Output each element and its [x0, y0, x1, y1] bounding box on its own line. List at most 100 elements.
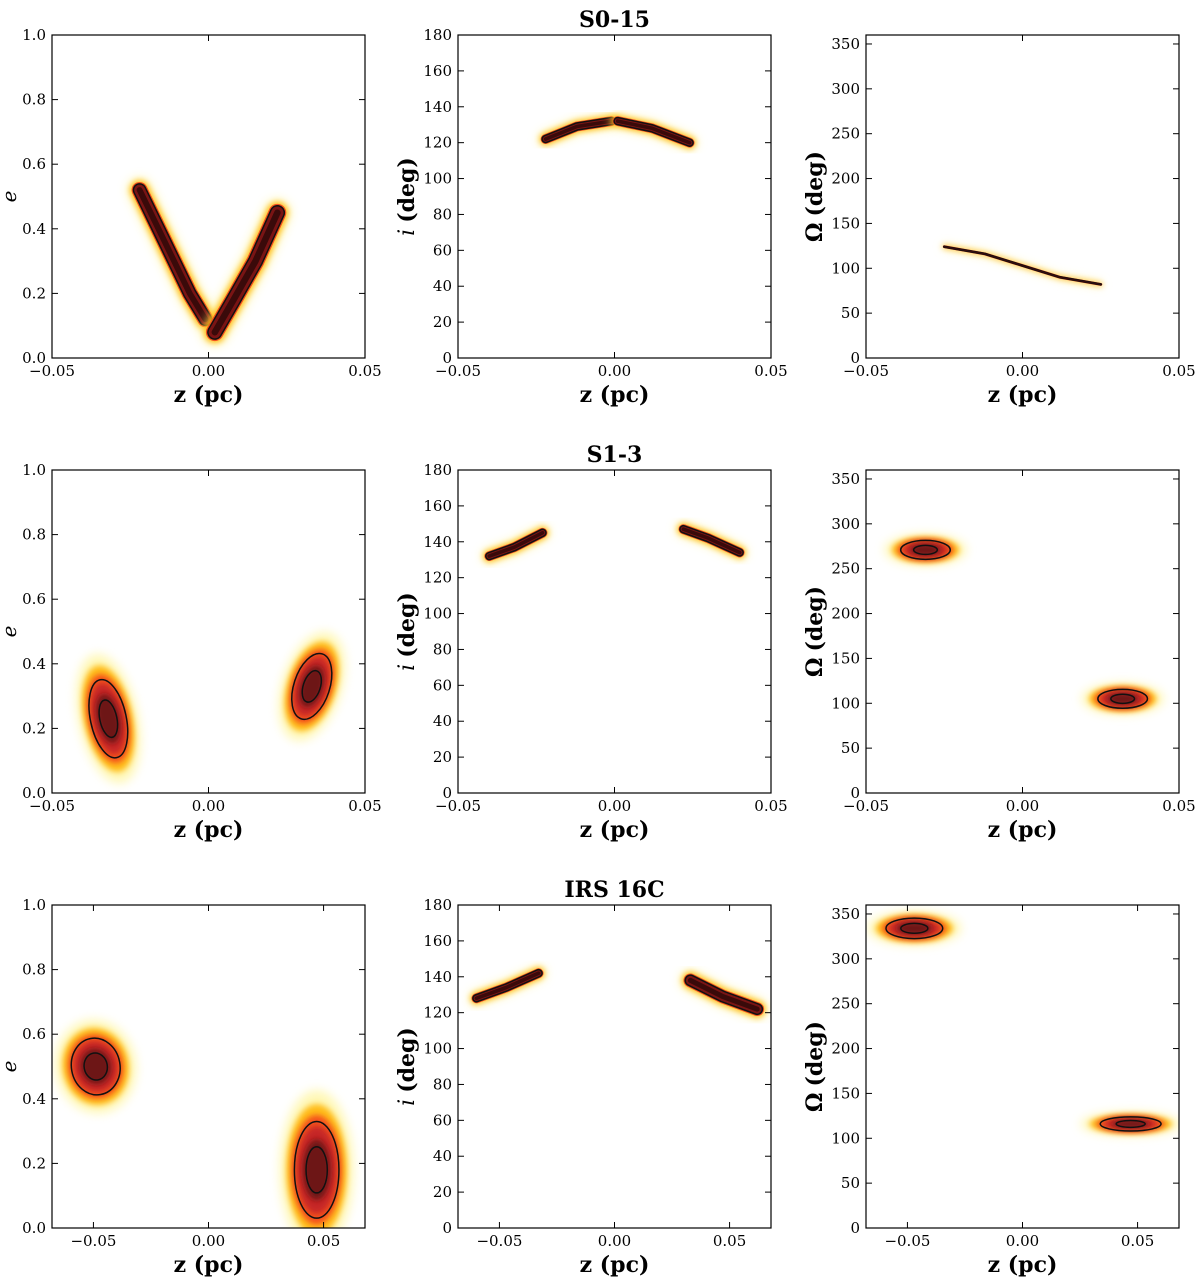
y-axis-label: Ω (deg) [802, 586, 828, 677]
density-blob [279, 1090, 354, 1228]
contour-inner [912, 544, 939, 556]
y-tick-label: 0.6 [22, 1025, 46, 1043]
contour-inner [83, 1052, 109, 1081]
y-tick-label: 140 [423, 968, 452, 986]
x-tick-label: −0.05 [435, 797, 481, 815]
contour-outer [684, 974, 764, 1016]
row-1: −0.050.000.050.00.20.40.60.81.0z (pc)e−0… [0, 442, 1196, 843]
density-layer [55, 1019, 354, 1228]
contour-inner [900, 922, 929, 934]
y-tick-label: 20 [433, 748, 452, 766]
y-tick-label: 200 [831, 1040, 860, 1058]
x-tick-label: 0.00 [1006, 1232, 1039, 1250]
y-tick-label: 100 [423, 170, 452, 188]
density-layer [76, 632, 345, 784]
contour-outer [293, 1120, 340, 1219]
y-tick-label: 100 [423, 605, 452, 623]
density-blob [537, 113, 620, 147]
x-axis-label: z (pc) [988, 817, 1058, 843]
y-axis-unit: (deg) [802, 151, 828, 217]
contour-outer [613, 116, 694, 147]
density-layer [127, 177, 292, 346]
x-tick-label: 0.00 [1006, 797, 1039, 815]
x-tick-label: 0.00 [1006, 362, 1039, 380]
x-axis-label: z (pc) [988, 382, 1058, 408]
contour-outer [207, 205, 286, 340]
x-axis-label: z (pc) [174, 382, 244, 408]
panel-r1-c1: −0.05 0.00 0.05 0 20 40 60 80 100 120 140 160 180 z (… [394, 461, 788, 843]
x-axis-label: z (pc) [174, 817, 244, 843]
y-tick-label: 150 [831, 649, 860, 667]
contour-outer [88, 678, 129, 759]
y-tick-label: 0.6 [22, 155, 46, 173]
contour-inner [1115, 1119, 1146, 1129]
density-layer [884, 534, 1164, 715]
axes-frame [865, 34, 1180, 359]
y-tick-label: 80 [433, 1075, 452, 1093]
y-axis-symbol: i [395, 229, 420, 236]
y-tick-label: 100 [831, 1129, 860, 1147]
y-tick-label: 1.0 [22, 896, 46, 914]
x-tick-label: 0.05 [754, 362, 787, 380]
y-tick-label: 100 [831, 259, 860, 277]
y-axis-label: i (deg) [394, 592, 420, 671]
y-tick-label: 100 [423, 1040, 452, 1058]
y-tick-label: 0 [850, 784, 860, 802]
panel-r2-c1: −0.05 0.00 0.05 0 20 40 60 80 100 120 140 160 180 z (… [394, 896, 772, 1278]
y-tick-label: 180 [423, 896, 452, 914]
y-axis-label: i (deg) [394, 157, 420, 236]
axes-frame [865, 904, 1180, 1229]
panel-r0-c2: −0.05 0.00 0.05 0 50 100 150 200 250 300 350 z (pc)… [802, 34, 1196, 408]
x-tick-label: 0.05 [348, 797, 381, 815]
x-axis-label: z (pc) [580, 1252, 650, 1278]
contour-outer [485, 528, 547, 561]
y-tick-label: 50 [841, 1174, 860, 1192]
y-tick-label: 140 [423, 533, 452, 551]
y-axis-label: e [0, 626, 21, 638]
contour-outer [1097, 688, 1149, 710]
panel-r2-c0: −0.05 0.00 0.05 0.0 0.2 0.4 0.6 0.8 1.0 z (pc) e [0, 896, 366, 1278]
y-tick-label: 0.6 [22, 590, 46, 608]
y-tick-label: 60 [433, 241, 452, 259]
y-tick-label: 0 [442, 784, 452, 802]
density-blob [1080, 1112, 1179, 1136]
x-tick-label: −0.05 [843, 362, 889, 380]
y-tick-label: 0 [442, 1219, 452, 1237]
y-tick-label: 0 [850, 349, 860, 367]
y-tick-label: 300 [831, 80, 860, 98]
panel-r0-c1: −0.05 0.00 0.05 0 20 40 60 80 100 120 140 160 180 z (… [394, 26, 788, 408]
y-tick-label: 160 [423, 497, 452, 515]
density-blob [201, 198, 292, 346]
y-tick-label: 40 [433, 712, 452, 730]
x-tick-label: −0.05 [435, 362, 481, 380]
contour-outer [291, 652, 333, 721]
y-tick-label: 160 [423, 932, 452, 950]
y-tick-label: 180 [423, 26, 452, 44]
y-axis-label: e [0, 1061, 21, 1073]
density-blob [884, 534, 967, 566]
y-tick-label: 0 [850, 1219, 860, 1237]
y-tick-label: 50 [841, 739, 860, 757]
row-2: −0.050.000.050.00.20.40.60.81.0z (pc)e−0… [0, 877, 1180, 1278]
y-axis-unit: (deg) [394, 157, 420, 223]
y-tick-label: 0.8 [22, 961, 46, 979]
x-tick-label: 0.05 [307, 1232, 340, 1250]
x-tick-label: −0.05 [29, 797, 75, 815]
contour-outer [885, 917, 944, 940]
x-tick-label: 0.05 [713, 1232, 746, 1250]
y-tick-label: 50 [841, 304, 860, 322]
contour-outer [679, 524, 744, 557]
density-layer [867, 911, 1179, 1136]
y-axis-unit: (deg) [394, 592, 420, 658]
contour-outer [132, 183, 213, 327]
y-tick-label: 0.4 [22, 220, 46, 238]
contour-outer [541, 116, 616, 144]
y-axis-symbol: Ω [802, 1093, 828, 1113]
y-tick-label: 0.0 [22, 1219, 46, 1237]
y-tick-label: 250 [831, 560, 860, 578]
y-axis-label: Ω (deg) [802, 1021, 828, 1112]
x-axis-label: z (pc) [580, 382, 650, 408]
y-tick-label: 0.4 [22, 1090, 46, 1108]
axes-frame [457, 34, 772, 359]
